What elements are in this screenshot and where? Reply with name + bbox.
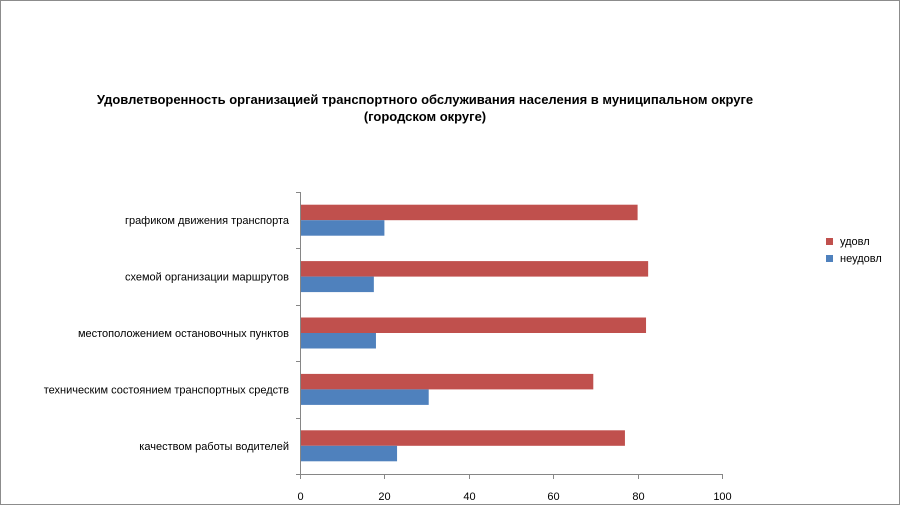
x-tick-label: 60 [547,491,559,503]
x-tick-label: 100 [713,491,731,503]
legend-label-udovl: удовл [840,236,870,248]
bar-neudovl [301,389,429,405]
x-tick-label: 0 [297,491,303,503]
bar-neudovl [301,445,398,462]
bar-udovl [301,204,638,221]
bar-neudovl [301,333,376,349]
bar-udovl [301,317,647,333]
x-tick-label: 80 [632,491,644,503]
bar-udovl [301,261,649,277]
chart-title-line-1: Удовлетворенность организацией транспорт… [97,92,753,107]
legend-label-neudovl: неудовл [840,253,882,265]
category-label: схемой организации маршрутов [125,272,289,284]
legend-swatch-udovl [826,238,833,245]
bar-udovl [301,373,594,390]
bar-neudovl [301,220,385,236]
category-label: техническим состоянием транспортных сред… [44,384,289,396]
bar-udovl [301,430,625,446]
legend-swatch-neudovl [826,255,833,262]
category-label: графиком движения транспорта [125,215,290,227]
bar-neudovl [301,276,374,293]
plot-area: 0 20 40 60 80 100 графиком движения транспорта… [44,192,732,503]
category-label: местоположением остановочных пунктов [78,328,289,340]
category-label: качеством работы водителей [139,441,289,453]
x-tick-label: 40 [463,491,475,503]
x-tick-label: 20 [378,491,390,503]
chart-title-line-2: (городском округе) [364,109,486,124]
legend: удовл неудовл [826,236,882,265]
chart-title: Удовлетворенность организацией транспорт… [97,92,753,124]
